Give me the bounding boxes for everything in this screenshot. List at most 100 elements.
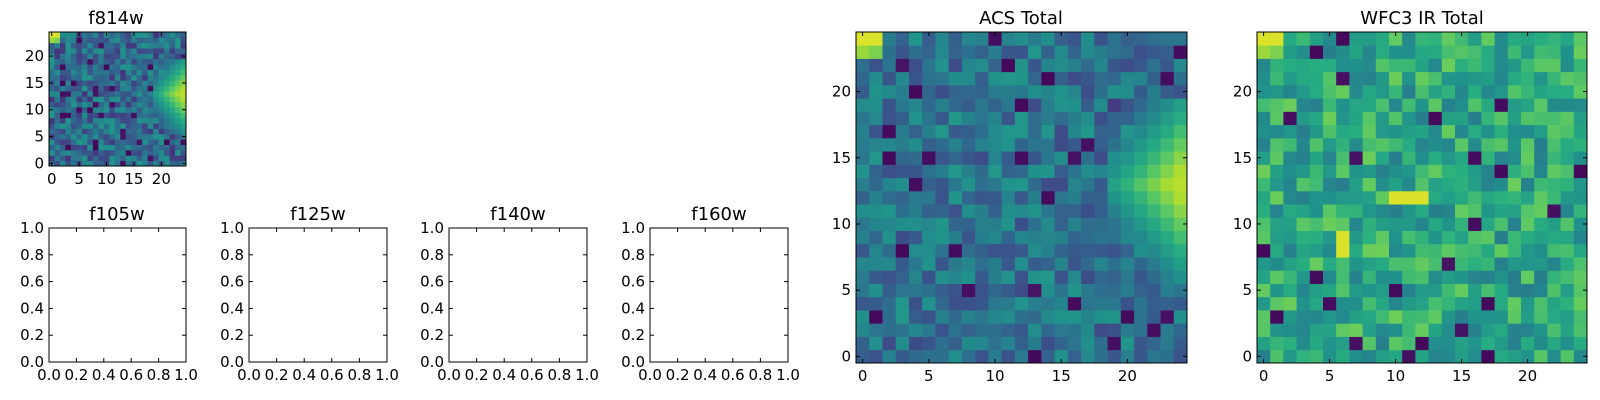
heatmap-cell xyxy=(92,58,99,65)
heatmap-cell xyxy=(1160,71,1175,86)
x-tick-label: 15 xyxy=(1052,367,1071,385)
heatmap-cell xyxy=(908,323,923,337)
heatmap-cell xyxy=(1067,296,1082,311)
heatmap-cell xyxy=(125,48,132,54)
heatmap-cell xyxy=(70,133,77,140)
heatmap-cell xyxy=(1547,111,1561,126)
heatmap-cell xyxy=(1270,111,1284,126)
heatmap-cell xyxy=(59,128,66,135)
heatmap-cell xyxy=(1534,190,1548,205)
heatmap-cell xyxy=(158,155,165,162)
heatmap-cell xyxy=(120,58,127,65)
heatmap-cell xyxy=(1067,243,1082,258)
heatmap-cell xyxy=(49,90,55,97)
x-tick-label: 0 xyxy=(47,170,57,188)
heatmap-cell xyxy=(109,101,116,108)
heatmap-cell xyxy=(922,310,936,324)
heatmap-cell xyxy=(1054,124,1069,139)
heatmap-cell xyxy=(975,257,989,271)
heatmap-cell xyxy=(1283,45,1297,59)
heatmap-cell xyxy=(114,64,121,70)
heatmap-cell xyxy=(142,32,149,38)
heatmap-cell xyxy=(59,64,66,70)
heatmap-cell xyxy=(1296,84,1311,99)
heatmap-cell xyxy=(1120,111,1135,126)
heatmap-cell xyxy=(87,144,94,151)
heatmap-cell xyxy=(908,124,923,139)
heatmap-cell xyxy=(882,164,897,179)
heatmap-cell xyxy=(935,296,950,311)
heatmap-cell xyxy=(65,139,72,145)
heatmap-cell xyxy=(1120,164,1135,179)
heatmap-cell xyxy=(1173,45,1188,59)
heatmap-cell xyxy=(1323,190,1337,205)
heatmap-cell xyxy=(1560,177,1575,192)
heatmap-cell xyxy=(975,310,989,324)
heatmap-cell xyxy=(136,69,143,76)
heatmap-cell xyxy=(988,204,1003,218)
heatmap-cell xyxy=(1494,45,1509,59)
heatmap-cell xyxy=(1067,151,1082,165)
heatmap-cell xyxy=(1573,204,1588,218)
heatmap-cell xyxy=(1107,71,1122,86)
heatmap-cell xyxy=(948,283,963,298)
heatmap-cell xyxy=(1336,58,1350,73)
heatmap-cell xyxy=(76,149,83,156)
heatmap-cell xyxy=(895,111,910,126)
heatmap-cell xyxy=(935,243,950,258)
heatmap-cell xyxy=(98,133,105,140)
heatmap-cell xyxy=(114,107,121,113)
heatmap-cell xyxy=(1296,310,1311,324)
y-tick-label: 0.0 xyxy=(220,353,244,371)
heatmap-cell xyxy=(70,107,77,113)
heatmap-cell xyxy=(869,177,883,192)
heatmap-cell xyxy=(70,96,77,103)
heatmap-cell xyxy=(975,243,989,258)
heatmap-cell xyxy=(1160,164,1175,179)
heatmap-cell xyxy=(169,80,176,86)
heatmap-cell xyxy=(98,139,105,145)
heatmap-cell xyxy=(1336,71,1350,86)
heatmap-cell xyxy=(1494,336,1509,351)
heatmap-cell xyxy=(1455,84,1469,99)
heatmap-cell xyxy=(49,155,55,162)
heatmap-cell xyxy=(1560,58,1575,73)
heatmap-cell xyxy=(1402,71,1416,86)
heatmap-cell xyxy=(1547,137,1561,152)
heatmap-cell xyxy=(1481,137,1495,152)
heatmap-cell xyxy=(70,85,77,92)
heatmap-cell xyxy=(1481,98,1495,112)
heatmap-cell xyxy=(1455,32,1469,46)
heatmap-cell xyxy=(1257,71,1271,86)
heatmap-cell xyxy=(1147,283,1161,298)
heatmap-cell xyxy=(153,80,159,86)
heatmap-cell xyxy=(1067,310,1082,324)
heatmap-cell xyxy=(1521,349,1535,364)
heatmap-cell xyxy=(961,349,976,364)
heatmap-cell xyxy=(961,204,976,218)
heatmap-cell xyxy=(1534,124,1548,139)
heatmap-cell xyxy=(147,42,154,49)
heatmap-cell xyxy=(1120,296,1135,311)
heatmap-cell xyxy=(169,107,176,113)
heatmap-cell xyxy=(1283,32,1297,46)
heatmap-cell xyxy=(49,101,55,108)
heatmap-cell xyxy=(175,48,181,54)
heatmap-cell xyxy=(164,101,170,108)
heatmap-cell xyxy=(125,37,132,44)
heatmap-cell xyxy=(153,64,159,70)
heatmap-cell xyxy=(87,37,94,44)
heatmap-cell xyxy=(131,128,138,135)
heatmap-cell xyxy=(1309,164,1324,179)
heatmap-cell xyxy=(1336,243,1350,258)
heatmap-cell xyxy=(1481,349,1495,364)
heatmap-cell xyxy=(1402,230,1416,245)
heatmap-cell xyxy=(1107,323,1122,337)
heatmap-cell xyxy=(1309,84,1324,99)
heatmap-cell xyxy=(175,133,181,140)
heatmap-cell xyxy=(882,310,897,324)
heatmap-cell xyxy=(908,58,923,73)
heatmap-cell xyxy=(158,101,165,108)
heatmap-cell xyxy=(908,336,923,351)
